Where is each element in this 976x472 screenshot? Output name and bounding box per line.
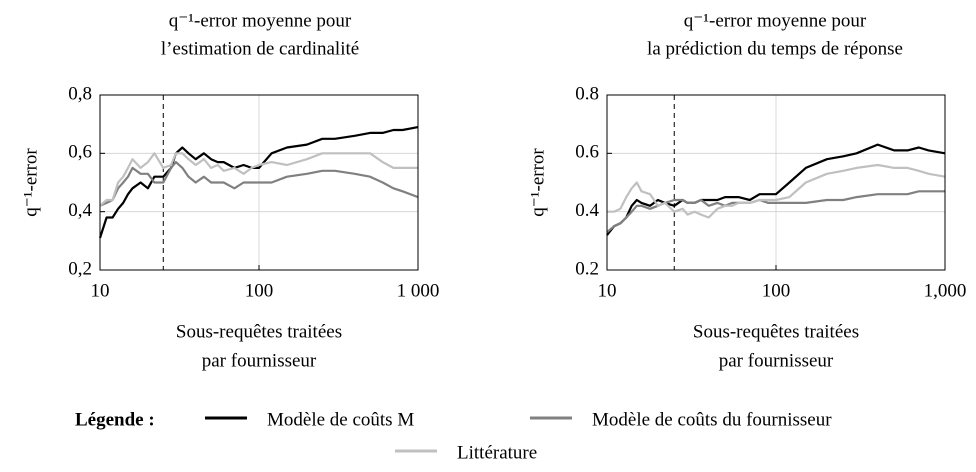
x-tick-label: 100 [762,280,791,301]
x-tick-label: 100 [245,280,274,301]
x-tick-label: 1 000 [397,280,440,301]
legend-label: Littérature [457,442,537,463]
series-line [99,161,419,207]
plot-frame [606,94,946,271]
series-line [99,152,418,207]
y-tick-label: 0.6 [575,142,599,163]
x-axis-label: Sous-requêtes traitées [693,321,859,342]
x-tick-label: 10 [91,280,110,301]
legend-title: Légende : [75,409,155,430]
x-axis-label: par fournisseur [202,350,317,371]
series-line [606,143,946,236]
y-tick-label: 0.4 [575,200,599,221]
x-axis-label: par fournisseur [719,350,834,371]
legend-label: Modèle de coûts M [267,409,414,430]
x-axis-label: Sous-requêtes traitées [176,321,342,342]
x-tick-label: 10 [598,280,617,301]
y-tick-label: 0.8 [575,83,599,104]
legend-label: Modèle de coûts du fournisseur [592,409,832,430]
chart-title: l’estimation de cardinalité [161,38,359,59]
chart-title: q⁻¹-error moyenne pour [684,10,867,31]
plot-frame [99,94,419,271]
series-line [98,126,419,239]
y-tick-label: 0.2 [575,258,599,279]
x-tick-label: 1,000 [924,280,967,301]
y-axis-label: q⁻¹-error [527,148,548,217]
y-tick-label: 0,6 [68,142,92,163]
chart-title: la prédiction du temps de réponse [647,38,903,59]
y-tick-label: 0,4 [68,200,92,221]
y-tick-label: 0,2 [68,258,92,279]
y-axis-label: q⁻¹-error [20,148,41,217]
y-tick-label: 0,8 [68,83,92,104]
chart-title: q⁻¹-error moyenne pour [169,10,352,31]
series-line [607,163,946,219]
